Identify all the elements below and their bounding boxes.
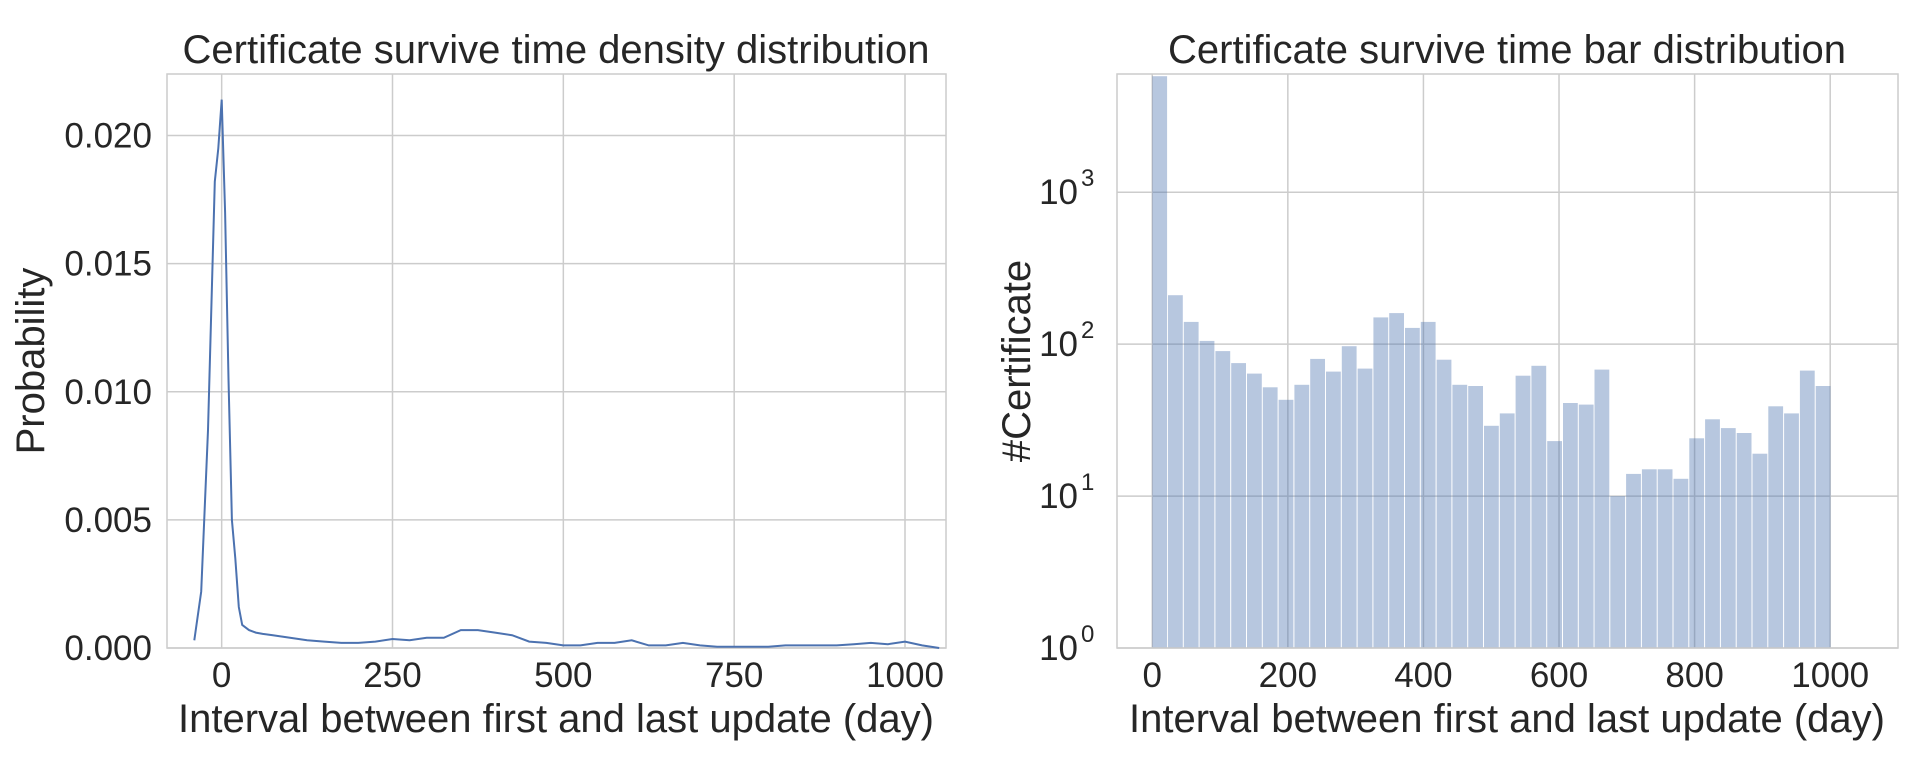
density-y-tick-label: 0.000 [64,629,152,668]
density-y-tick-label: 0.020 [64,117,152,156]
density-x-tick-label: 0 [212,656,231,695]
density-y-tick-label: 0.015 [64,245,152,284]
histogram-bar [1499,413,1515,648]
histogram-plot-frame [1116,73,1899,649]
histogram-bar [1373,317,1389,648]
density-x-tick-label: 250 [363,656,421,695]
histogram-y-tick-label: 10 0 [1039,621,1094,668]
histogram-bar [1531,365,1547,648]
histogram-bar [1657,469,1673,648]
histogram-bar [1784,413,1799,648]
histogram-bar [1563,403,1578,648]
density-x-ticks: 0 250 500 750 1000 [212,656,944,695]
density-x-tick-label: 1000 [866,656,944,695]
density-chart-title: Certificate survive time density distrib… [183,28,930,72]
density-x-tick-label: 500 [534,656,592,695]
histogram-bar [1578,404,1594,648]
histogram-bar [1278,399,1294,648]
histogram-bar [1262,387,1278,648]
histogram-x-tick-label: 200 [1259,656,1317,695]
histogram-x-tick-label: 0 [1143,656,1162,695]
histogram-bar [1815,386,1831,648]
histogram-bar [1420,321,1436,648]
density-y-tick-label: 0.010 [64,373,152,412]
histogram-bar [1199,340,1215,648]
histogram-bar [1215,351,1231,648]
histogram-x-axis-label: Interval between first and last update (… [1129,697,1885,741]
histogram-y-tick-base: 10 [1039,477,1078,516]
histogram-bar [1673,478,1689,648]
histogram-x-ticks: 0 200 400 600 800 1000 [1143,656,1870,695]
histogram-x-tick-label: 600 [1530,656,1588,695]
histogram-bar [1389,313,1404,648]
histogram-y-tick-base: 10 [1039,173,1078,212]
histogram-y-tick-exponent: 1 [1081,469,1094,496]
histogram-y-tick-label: 10 2 [1039,317,1094,364]
histogram-y-tick-label: 10 3 [1039,165,1094,212]
histogram-bar [1752,453,1768,648]
histogram-bars [1152,76,1831,648]
histogram-bar [1626,473,1641,648]
density-x-axis-label: Interval between first and last update (… [178,697,934,741]
histogram-y-tick-base: 10 [1039,325,1078,364]
histogram-bar [1247,373,1262,648]
density-plot-frame [166,73,947,649]
histogram-bar [1515,375,1531,648]
density-gridlines [167,74,946,649]
density-y-ticks: 0.000 0.005 0.010 0.015 0.020 [64,117,152,669]
histogram-bar [1310,358,1325,648]
histogram-x-tick-label: 400 [1394,656,1452,695]
density-chart: 0 250 500 750 1000 0.000 0.005 0.010 0.015 0.020… [9,28,947,741]
histogram-bar [1720,428,1736,648]
density-y-axis-label: Probability [9,268,53,455]
density-series [193,99,940,649]
histogram-bar [1405,327,1420,648]
histogram-bar [1610,496,1626,648]
density-x-tick-label: 750 [705,656,763,695]
histogram-bar [1326,371,1341,648]
histogram-bar [1152,76,1168,648]
histogram-y-tick-exponent: 3 [1081,165,1094,192]
density-line [193,99,940,649]
histogram-y-tick-base: 10 [1039,629,1078,668]
histogram-chart-title: Certificate survive time bar distributio… [1168,28,1846,72]
density-y-tick-label: 0.005 [64,501,152,540]
histogram-bar [1231,363,1246,648]
histogram-bar [1294,384,1310,648]
histogram-bar [1799,370,1815,648]
histogram-bar [1641,469,1657,648]
histogram-bar [1484,425,1499,648]
histogram-bar [1594,369,1610,648]
histogram-y-tick-label: 10 1 [1039,469,1094,516]
histogram-y-tick-exponent: 2 [1081,317,1094,344]
histogram-bar [1468,386,1483,648]
histogram-x-tick-label: 800 [1665,656,1723,695]
histogram-bar [1768,406,1784,648]
histogram-bar [1357,368,1373,648]
histogram-bar [1736,433,1752,648]
histogram-bar [1168,295,1183,648]
histogram-bar [1436,359,1452,648]
histogram-bar [1689,438,1705,648]
histogram-bar [1547,441,1562,648]
histogram-bar [1705,419,1720,648]
histogram-x-tick-label: 1000 [1791,656,1869,695]
histogram-y-tick-exponent: 0 [1081,621,1094,648]
histogram-bar [1452,384,1468,648]
histogram-y-axis-label: #Certificate [995,260,1039,462]
histogram-bar [1183,321,1199,648]
histogram-bar [1341,346,1357,648]
